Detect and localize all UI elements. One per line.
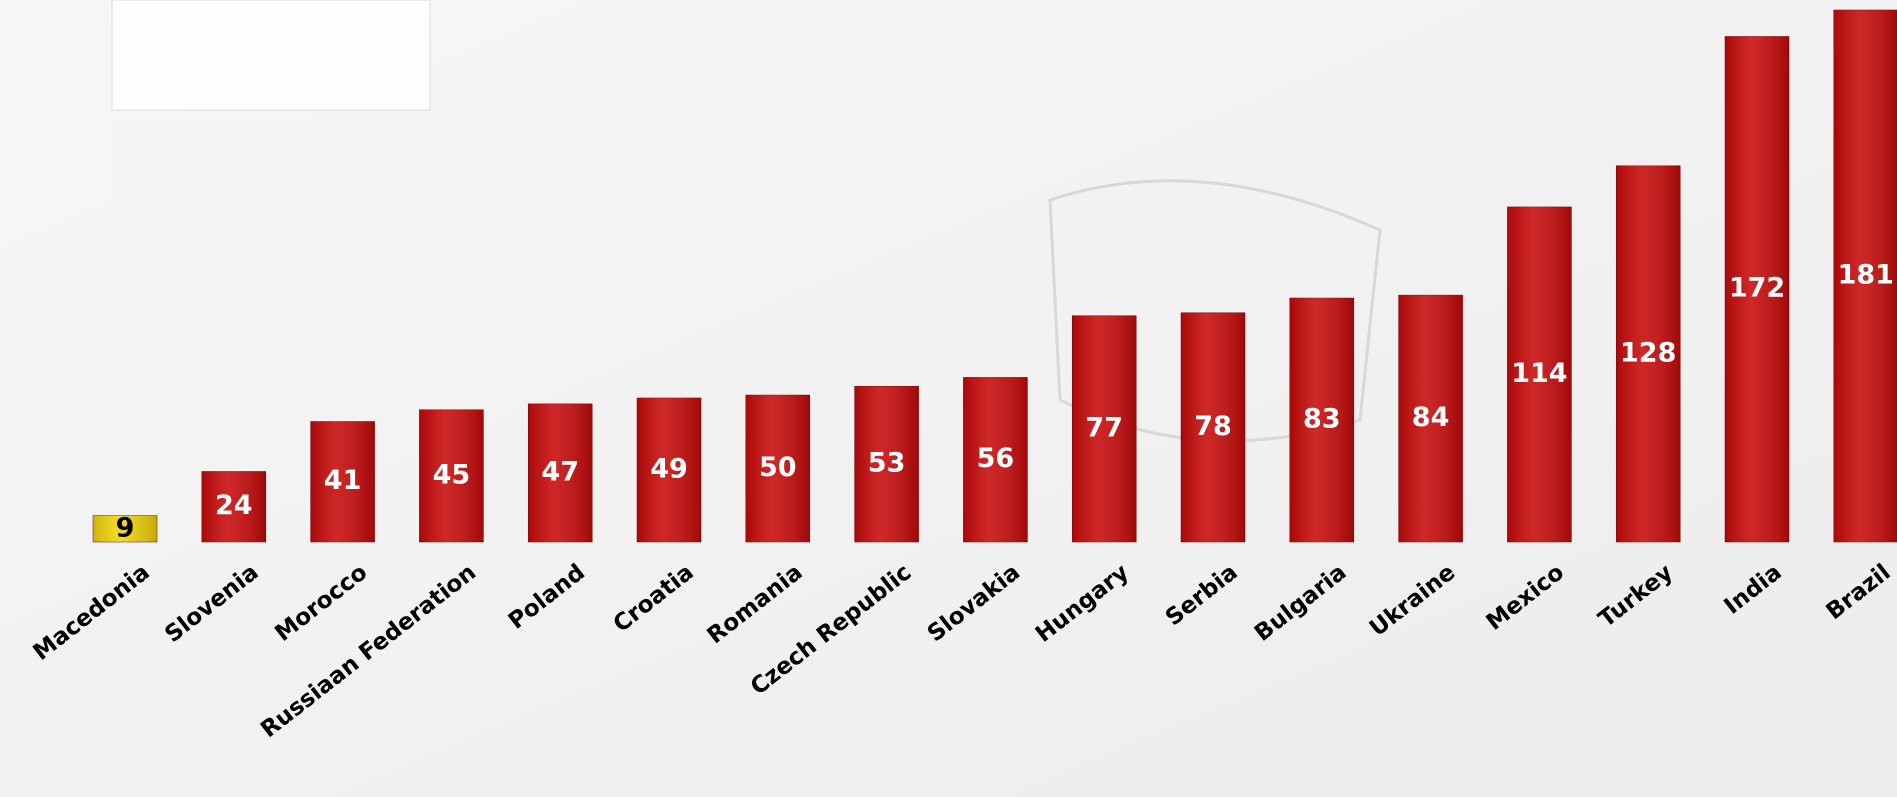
value-label: 24 bbox=[215, 490, 253, 521]
bar-shine bbox=[1181, 312, 1245, 542]
bar-shine bbox=[93, 515, 157, 542]
bar-shine bbox=[745, 395, 810, 542]
value-label: 172 bbox=[1729, 273, 1785, 304]
bar-shine bbox=[1616, 165, 1681, 543]
bar-shine bbox=[1072, 315, 1137, 542]
value-label: 84 bbox=[1412, 402, 1450, 433]
value-label: 9 bbox=[116, 512, 135, 543]
bar-shine bbox=[854, 386, 919, 542]
bar-shine bbox=[201, 471, 266, 542]
bar-shine bbox=[1725, 36, 1789, 543]
bar-shine bbox=[1398, 295, 1463, 542]
bar-shine bbox=[1507, 206, 1572, 543]
bar-shine bbox=[419, 409, 484, 542]
map-outline bbox=[1048, 179, 1382, 443]
value-label: 45 bbox=[433, 459, 471, 490]
value-label: 78 bbox=[1194, 411, 1232, 442]
bar-shine bbox=[1833, 10, 1897, 542]
value-label: 50 bbox=[759, 452, 797, 483]
bar-shine bbox=[963, 377, 1028, 542]
value-label: 83 bbox=[1303, 404, 1341, 435]
bar-shine bbox=[528, 403, 593, 542]
bar-shine bbox=[310, 421, 375, 542]
value-label: 41 bbox=[324, 465, 362, 496]
value-label: 77 bbox=[1085, 412, 1123, 443]
bar-shine bbox=[1289, 298, 1354, 542]
value-label: 114 bbox=[1511, 358, 1567, 389]
value-label: 128 bbox=[1620, 337, 1676, 368]
value-label: 49 bbox=[650, 453, 688, 484]
value-label: 47 bbox=[541, 456, 579, 487]
report-cover bbox=[112, 120, 430, 290]
report-cover bbox=[111, 0, 431, 111]
value-label: 56 bbox=[977, 443, 1015, 474]
value-label: 53 bbox=[868, 448, 906, 479]
value-label: 181 bbox=[1838, 260, 1894, 291]
bar-shine bbox=[637, 397, 701, 542]
